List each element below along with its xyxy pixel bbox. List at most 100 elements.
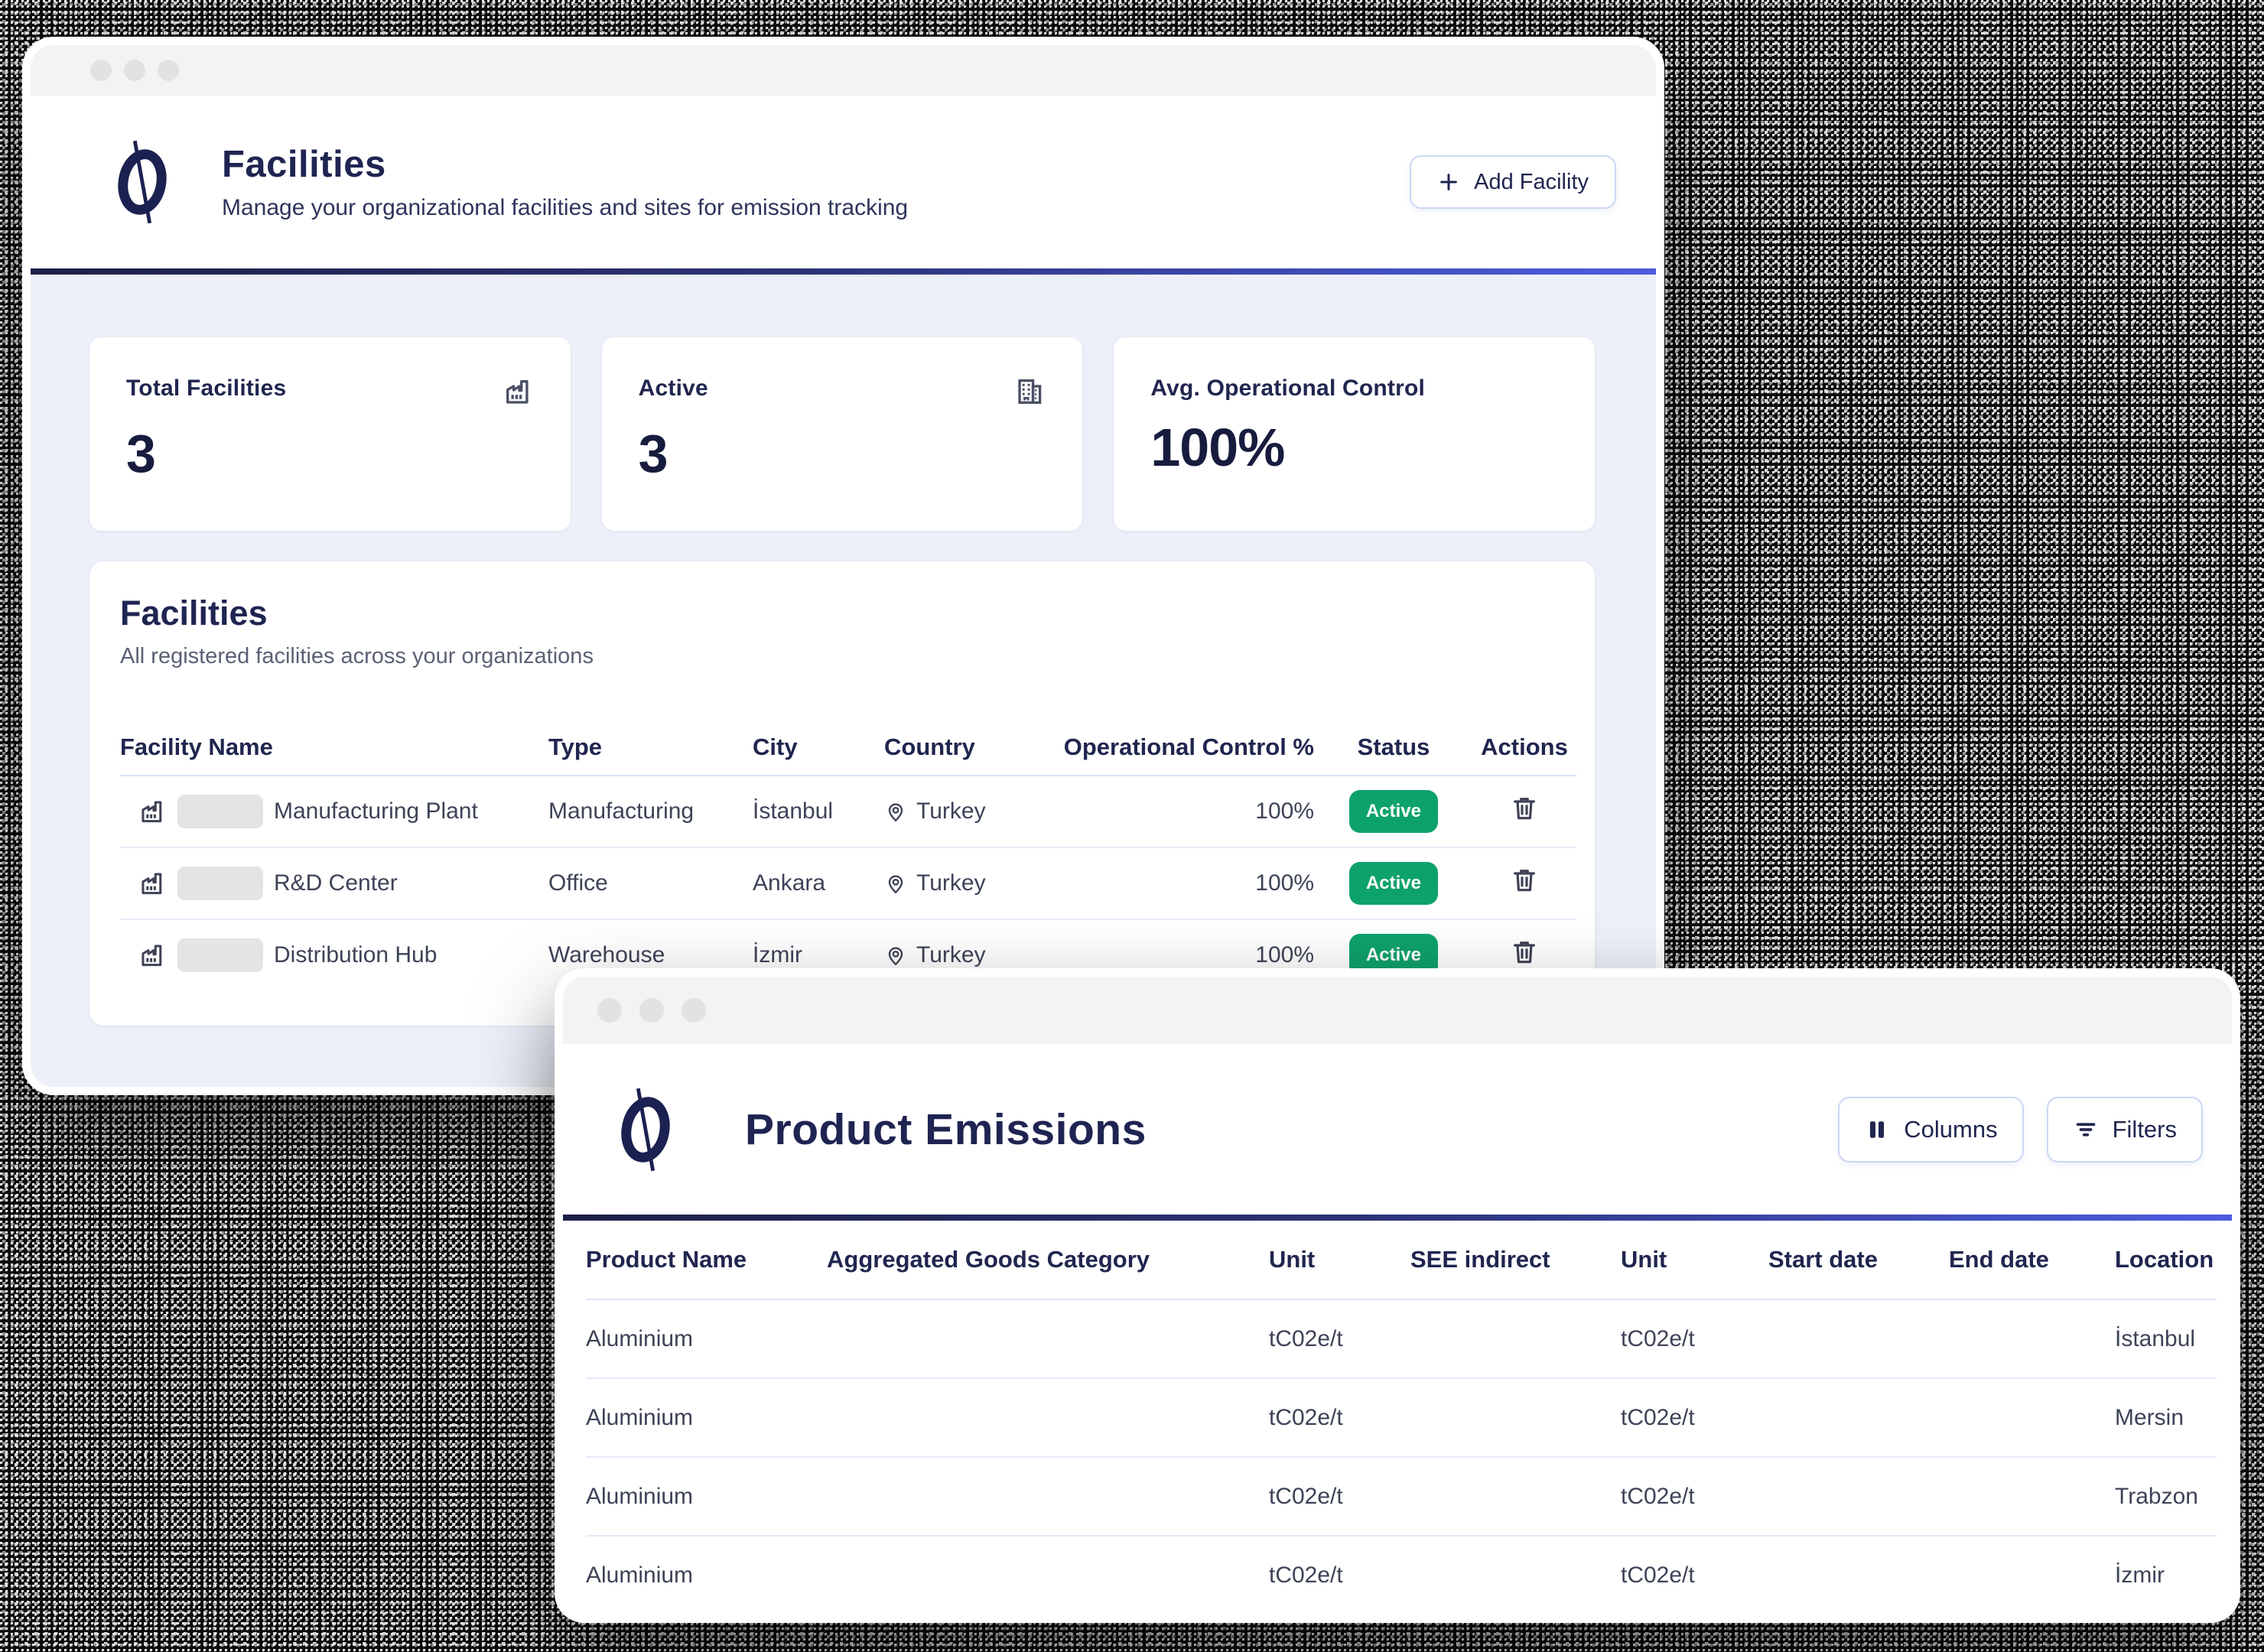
- column-header-facility-name: Facility Name: [120, 733, 273, 760]
- facility-operational-control: 100%: [1255, 798, 1314, 824]
- stat-label: Total Facilities: [126, 376, 287, 401]
- product-emissions-page-header: Product Emissions Columns Filters: [563, 1044, 2232, 1215]
- table-card-title: Facilities: [120, 593, 268, 633]
- product-unit: tC02e/t: [1269, 1325, 1343, 1351]
- factory-icon: [142, 801, 162, 823]
- filters-button[interactable]: Filters: [2046, 1096, 2203, 1163]
- column-header-type: Type: [548, 733, 603, 760]
- add-facility-button[interactable]: Add Facility: [1410, 155, 1616, 209]
- redacted-text: [177, 867, 263, 900]
- column-header-end-date: End date: [1949, 1246, 2049, 1273]
- product-location: İzmir: [2115, 1562, 2165, 1588]
- brand-logo-icon: [110, 139, 174, 225]
- product-table-header: Product Name Aggregated Goods Category U…: [586, 1221, 2217, 1300]
- product-unit-2: tC02e/t: [1621, 1483, 1695, 1509]
- map-pin-icon: [888, 947, 903, 965]
- facilities-page-header: Facilities Manage your organizational fa…: [31, 96, 1656, 268]
- product-emissions-window-titlebar: [563, 977, 2232, 1044]
- stat-card-active: Active 3: [601, 337, 1083, 531]
- product-name: Aluminium: [586, 1483, 694, 1509]
- columns-button-label: Columns: [1904, 1115, 1998, 1143]
- stat-label: Avg. Operational Control: [1150, 376, 1426, 401]
- facilities-table-header: Facility Name Type City Country Operatio…: [120, 720, 1576, 776]
- delete-facility-button[interactable]: [1509, 937, 1540, 967]
- window-control-dot[interactable]: [158, 60, 179, 81]
- column-header-start-date: Start date: [1768, 1246, 1878, 1273]
- map-pin-icon: [888, 803, 903, 821]
- facilities-table: Facility Name Type City Country Operatio…: [120, 720, 1576, 990]
- column-header-country: Country: [884, 733, 975, 760]
- column-header-city: City: [753, 733, 798, 760]
- column-header-see-indirect: SEE indirect: [1410, 1246, 1550, 1273]
- product-row[interactable]: Aluminium tC02e/t tC02e/t Mersin: [586, 1379, 2217, 1458]
- product-name: Aluminium: [586, 1562, 694, 1588]
- stat-value: 3: [638, 424, 668, 483]
- facility-country: Turkey: [916, 870, 986, 896]
- product-unit-2: tC02e/t: [1621, 1562, 1695, 1588]
- facility-operational-control: 100%: [1255, 942, 1314, 967]
- facility-name: R&D Center: [274, 870, 398, 896]
- product-emissions-window: Product Emissions Columns Filters Produc…: [563, 977, 2232, 1615]
- header-accent-rule: [31, 268, 1656, 275]
- product-row[interactable]: Aluminium tC02e/t tC02e/t Trabzon: [586, 1458, 2217, 1537]
- facility-operational-control: 100%: [1255, 870, 1314, 896]
- stat-card-avg-operational-control: Avg. Operational Control 100%: [1114, 337, 1596, 531]
- facility-name: Manufacturing Plant: [274, 798, 478, 824]
- column-header-product-name: Product Name: [586, 1246, 747, 1273]
- brand-logo-icon: [613, 1087, 678, 1172]
- page-title: Product Emissions: [745, 1104, 1147, 1154]
- product-location: İstanbul: [2115, 1325, 2196, 1351]
- facility-city: İzmir: [753, 942, 802, 967]
- page-heading-block: Product Emissions: [745, 1104, 1147, 1155]
- facility-country: Turkey: [916, 942, 986, 967]
- window-control-dot[interactable]: [681, 998, 706, 1023]
- add-facility-label: Add Facility: [1474, 169, 1589, 194]
- status-badge: Active: [1348, 862, 1439, 905]
- stat-card-total-facilities: Total Facilities 3: [89, 337, 571, 531]
- factory-icon: [142, 945, 162, 967]
- delete-facility-button[interactable]: [1509, 865, 1540, 896]
- product-unit: tC02e/t: [1269, 1404, 1343, 1430]
- redacted-text: [177, 795, 263, 828]
- product-name: Aluminium: [586, 1404, 694, 1430]
- window-control-dot[interactable]: [124, 60, 145, 81]
- page-subtitle: Manage your organizational facilities an…: [222, 195, 909, 220]
- columns-button[interactable]: Columns: [1838, 1096, 2024, 1163]
- delete-facility-button[interactable]: [1509, 793, 1540, 824]
- filters-button-label: Filters: [2112, 1115, 2177, 1143]
- facilities-table-card: Facilities All registered facilities acr…: [89, 561, 1595, 1026]
- status-badge: Active: [1348, 934, 1439, 977]
- product-unit-2: tC02e/t: [1621, 1404, 1695, 1430]
- page-heading-block: Facilities Manage your organizational fa…: [222, 143, 908, 221]
- product-location: Mersin: [2115, 1404, 2184, 1430]
- building-icon: [1018, 379, 1042, 405]
- header-accent-rule: [563, 1215, 2232, 1221]
- product-row[interactable]: Aluminium tC02e/t tC02e/t İstanbul: [586, 1300, 2217, 1379]
- window-control-dot[interactable]: [597, 998, 622, 1023]
- table-card-subtitle: All registered facilities across your or…: [120, 644, 594, 668]
- window-control-dot[interactable]: [639, 998, 664, 1023]
- facility-row[interactable]: Manufacturing Plant Manufacturing İstanb…: [120, 776, 1576, 848]
- column-header-unit-2: Unit: [1621, 1246, 1667, 1273]
- facilities-window-titlebar: [31, 45, 1656, 96]
- facility-country: Turkey: [916, 798, 986, 824]
- stat-label: Active: [638, 376, 708, 401]
- product-row[interactable]: Aluminium tC02e/t tC02e/t İzmir: [586, 1537, 2217, 1614]
- product-emissions-table: Product Name Aggregated Goods Category U…: [563, 1221, 2232, 1615]
- column-header-actions: Actions: [1481, 733, 1568, 760]
- factory-icon: [506, 380, 529, 404]
- window-control-dot[interactable]: [90, 60, 112, 81]
- facility-type: Manufacturing: [548, 798, 694, 824]
- column-header-status: Status: [1357, 733, 1430, 760]
- stat-value: 100%: [1150, 418, 1285, 477]
- facility-row[interactable]: R&D Center Office Ankara Turkey 100% Act…: [120, 848, 1576, 920]
- column-header-location: Location: [2115, 1246, 2214, 1273]
- facility-city: Ankara: [753, 870, 826, 896]
- facility-type: Office: [548, 870, 608, 896]
- facility-row[interactable]: Distribution Hub Warehouse İzmir Turkey …: [120, 920, 1576, 990]
- header-actions: Columns Filters: [1838, 1096, 2203, 1163]
- columns-icon: [1870, 1120, 1885, 1138]
- facilities-content: Total Facilities 3 Active 3 Avg. Operati…: [31, 275, 1656, 1087]
- product-unit-2: tC02e/t: [1621, 1325, 1695, 1351]
